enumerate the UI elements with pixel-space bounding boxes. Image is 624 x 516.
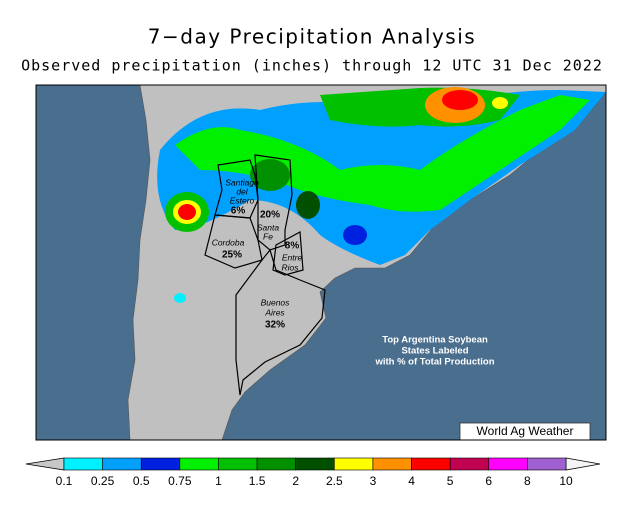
legend-tick-label: 0.75 [168, 474, 192, 488]
legend-tick-label: 1 [215, 474, 222, 488]
state-name: del [236, 186, 248, 196]
legend-swatch [63, 457, 103, 471]
subtitle: Observed precipitation (inches) through … [21, 57, 603, 75]
legend-tick-label: 2.5 [326, 474, 343, 488]
state-share: 32% [265, 320, 285, 331]
state-share: 8% [285, 241, 300, 252]
state-share: 20% [260, 210, 280, 221]
precip-area [296, 191, 320, 219]
legend-tick-label: 0.25 [91, 474, 115, 488]
border [235, 248, 326, 396]
legend-tick-label: 1.5 [249, 474, 266, 488]
precip-area [175, 95, 590, 212]
note: Top Argentina Soybean [382, 335, 488, 346]
color-legend: 0.1 0.25 0.5 0.75 1 1.5 2 2.5 3 4 5 6 8 10 [25, 457, 601, 488]
credit: World Ag Weather [477, 424, 574, 438]
border [272, 231, 304, 276]
border [204, 214, 263, 269]
legend-swatch [140, 457, 181, 471]
state-name: Entre [282, 252, 303, 262]
border [254, 154, 293, 251]
precip-area [250, 159, 290, 191]
state-name: Fe [263, 231, 273, 241]
legend-swatch [179, 457, 219, 471]
legend-swatch [449, 457, 490, 471]
credit-box [459, 422, 591, 440]
legend-tick-label: 2 [292, 474, 299, 488]
precip-area [320, 87, 520, 127]
state-name: Santa [257, 222, 279, 232]
state-name: Buenos [261, 297, 291, 307]
state-share: 25% [222, 250, 242, 261]
legend-over [565, 457, 601, 471]
legend-under [25, 457, 65, 471]
precip-area [174, 293, 186, 303]
legend-swatch [334, 457, 374, 471]
legend-tick-label: 0.5 [133, 474, 150, 488]
title: 7−day Precipitation Analysis [148, 25, 476, 49]
state-name: Santiago [225, 177, 259, 187]
legend-swatch [295, 457, 335, 471]
map-frame [35, 84, 607, 441]
legend-swatch [218, 457, 258, 471]
legend-tick-label: 4 [408, 474, 415, 488]
state-share: 6% [231, 206, 246, 217]
note: States Labeled [401, 346, 468, 357]
legend-swatch [102, 457, 142, 471]
state-borders [204, 154, 326, 396]
legend-tick-label: 5 [447, 474, 454, 488]
precip-area [492, 97, 508, 109]
legend-swatch [527, 457, 567, 471]
state-name: Cordoba [212, 237, 245, 247]
state-name: Aires [264, 307, 285, 317]
precip-areas [157, 87, 606, 303]
note: with % of Total Production [374, 357, 494, 368]
legend-tick-label: 0.1 [56, 474, 73, 488]
legend-tick-label: 10 [559, 474, 573, 488]
precip-area [343, 225, 367, 245]
legend-swatch [372, 457, 412, 471]
precip-area [178, 204, 196, 220]
legend-swatch [411, 457, 451, 471]
map: World Ag Weather [36, 85, 606, 440]
legend-swatch [488, 457, 528, 471]
legend-tick-label: 6 [485, 474, 492, 488]
legend-swatch [256, 457, 296, 471]
legend-tick-label: 3 [370, 474, 377, 488]
state-name: Estero [230, 195, 255, 205]
border [214, 159, 259, 219]
legend-tick-label: 8 [524, 474, 531, 488]
precip-area [442, 90, 478, 110]
state-name: Rios [281, 262, 299, 272]
